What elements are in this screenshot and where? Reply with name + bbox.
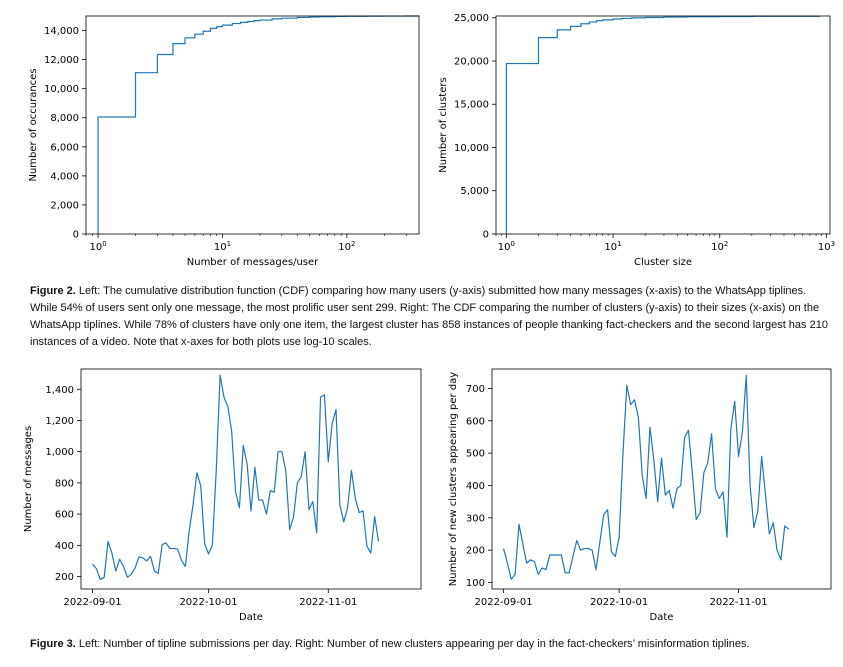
y-tick-label: 600 [55, 510, 74, 521]
y-tick-label: 1,200 [45, 416, 74, 427]
y-tick-label: 600 [466, 416, 485, 427]
x-tick-label: 2022-10-01 [590, 597, 648, 608]
y-tick-label: 25,000 [454, 13, 489, 24]
figure3-label: Figure 3. [30, 638, 76, 650]
x-tick-label: 103 [818, 240, 835, 253]
daily-series-line [92, 374, 380, 581]
x-tick-label: 102 [338, 240, 355, 253]
y-tick-label: 10,000 [454, 143, 489, 154]
plot-frame [491, 368, 832, 590]
x-axis-label: Cluster size [634, 257, 692, 268]
y-tick-label: 5,000 [460, 186, 489, 197]
cdf-series-line [505, 15, 820, 234]
x-tick-label: 102 [711, 240, 728, 253]
y-tick-label: 200 [55, 572, 74, 583]
y-tick-label: 200 [466, 546, 485, 557]
y-tick-label: 400 [466, 481, 485, 492]
x-axis-label: Date [239, 612, 263, 623]
plot-frame [80, 368, 422, 590]
cdf-series-line [97, 15, 419, 234]
y-tick-label: 400 [55, 541, 74, 552]
y-tick-label: 8,000 [50, 113, 79, 124]
y-tick-label: 0 [483, 230, 489, 241]
users-cdf-chart: 0 2,000 4,000 6,000 8,000 10,000 12,000 14,000 1… [28, 15, 420, 268]
y-tick-label: 100 [466, 578, 485, 589]
y-tick-label: 15,000 [454, 100, 489, 111]
figure2-text: Left: The cumulative distribution functi… [30, 285, 828, 348]
y-tick-label: 800 [55, 478, 74, 489]
x-tick-label: 2022-11-01 [709, 597, 767, 608]
figure3-text: Left: Number of tipline submissions per … [75, 638, 750, 650]
y-tick-label: 1,400 [45, 385, 74, 396]
y-tick-label: 20,000 [454, 56, 489, 67]
submissions-per-day-chart: 200 400 600 800 1,000 1,200 1,400 2022-09-01 202… [23, 368, 422, 623]
y-tick-label: 300 [466, 513, 485, 524]
x-tick-label: 101 [604, 240, 621, 253]
x-tick-label: 101 [214, 240, 231, 253]
y-axis-label: Number of occurances [28, 68, 39, 181]
y-tick-label: 700 [466, 384, 485, 395]
plot-frame [495, 15, 831, 235]
x-tick-label: 2022-10-01 [179, 597, 237, 608]
x-tick-label: 2022-09-01 [64, 597, 122, 608]
y-tick-label: 6,000 [50, 142, 79, 153]
x-tick-label: 2022-11-01 [299, 597, 357, 608]
x-axis-label: Number of messages/user [187, 257, 319, 268]
figure2-caption: Figure 2. Left: The cumulative distribut… [30, 283, 830, 351]
x-tick-label: 100 [89, 240, 106, 253]
y-tick-label: 12,000 [44, 55, 79, 66]
x-axis-label: Date [650, 612, 674, 623]
new-clusters-per-day-chart: 100 200 300 400 500 600 700 2022-09-01 2022-10-0… [448, 368, 832, 623]
plot-frame [85, 15, 420, 235]
figure3-caption: Figure 3. Left: Number of tipline submis… [30, 636, 830, 653]
y-tick-label: 500 [466, 449, 485, 460]
x-tick-label: 100 [498, 240, 515, 253]
x-tick-label: 2022-09-01 [474, 597, 532, 608]
y-tick-label: 1,000 [45, 447, 74, 458]
y-tick-label: 0 [73, 230, 79, 241]
daily-series-line [502, 374, 790, 580]
clusters-cdf-chart: 0 5,000 10,000 15,000 20,000 25,000 100 101 102 1… [438, 13, 835, 268]
y-tick-label: 14,000 [44, 26, 79, 37]
y-axis-label: Number of clusters [438, 77, 449, 172]
y-axis-label: Number of messages [23, 426, 34, 532]
y-axis-label: Number of new clusters appearing per day [448, 372, 459, 587]
figure2-label: Figure 2. [30, 285, 76, 297]
y-tick-label: 10,000 [44, 84, 79, 95]
y-tick-label: 4,000 [50, 171, 79, 182]
y-tick-label: 2,000 [50, 200, 79, 211]
